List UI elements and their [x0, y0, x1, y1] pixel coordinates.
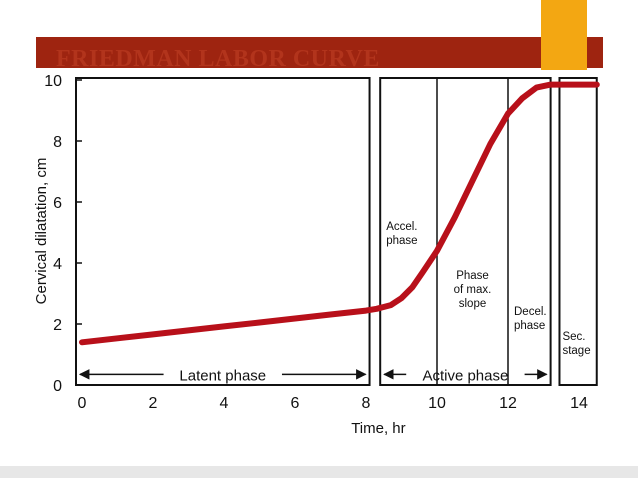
footer-bar	[0, 466, 638, 478]
latent-phase-box	[75, 77, 371, 386]
y-axis-label: Cervical dilatation, cm	[33, 158, 50, 305]
y-tick-label: 4	[53, 256, 62, 273]
y-tick-label: 10	[44, 73, 62, 90]
x-tick-label: 2	[149, 395, 158, 412]
annotation-label-1: Latent phase	[179, 367, 266, 384]
second-stage-box	[558, 77, 598, 386]
labor-curve-line	[79, 81, 600, 346]
active-phase-box	[379, 77, 552, 386]
y-tick-label: 6	[53, 195, 62, 212]
phase-label-4: Sec.	[562, 331, 585, 343]
x-tick-label: 0	[78, 395, 87, 412]
slide-title: FRIEDMAN LABOR CURVE	[56, 46, 380, 72]
x-axis-label: Time, hr	[351, 420, 405, 437]
phase-label-2: slope	[459, 298, 487, 310]
accent-block	[541, 0, 587, 70]
phase-label-3: phase	[514, 320, 545, 332]
annotation-label-2: Active phase	[422, 367, 508, 384]
phase-label-1: Accel.	[386, 221, 417, 233]
x-tick-label: 14	[570, 395, 588, 412]
y-tick-label: 0	[53, 378, 62, 395]
phase-label-4: stage	[562, 345, 590, 357]
y-tick-label: 2	[53, 317, 62, 334]
x-tick-label: 4	[220, 395, 229, 412]
x-tick-label: 6	[291, 395, 300, 412]
phase-label-1: phase	[386, 235, 417, 247]
x-tick-label: 12	[499, 395, 517, 412]
phase-label-3: Decel.	[514, 306, 547, 318]
phase-label-2: Phase	[456, 270, 489, 282]
title-banner	[36, 37, 603, 68]
x-tick-label: 8	[362, 395, 371, 412]
x-tick-label: 10	[428, 395, 446, 412]
y-tick-label: 8	[53, 134, 62, 151]
phase-label-2: of max.	[454, 284, 492, 296]
